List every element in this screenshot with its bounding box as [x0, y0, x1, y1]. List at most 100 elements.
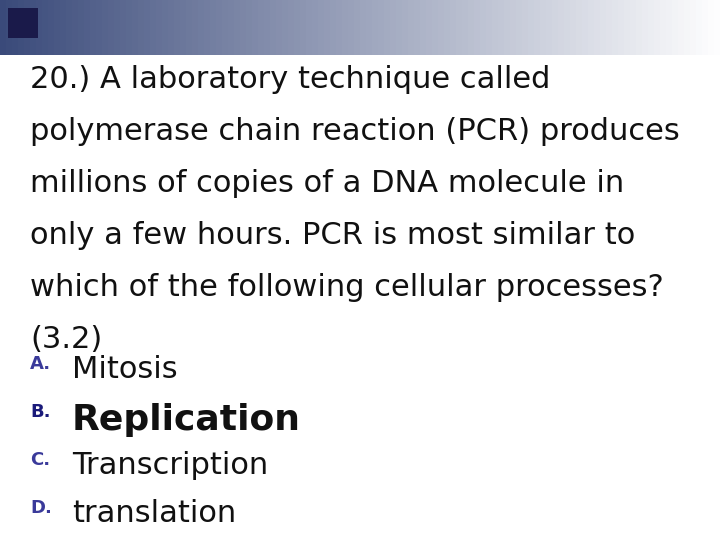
Text: only a few hours. PCR is most similar to: only a few hours. PCR is most similar to [30, 221, 635, 250]
Bar [114, 0, 120, 55]
Bar [684, 0, 690, 55]
Text: Mitosis: Mitosis [72, 355, 178, 384]
Bar [618, 0, 624, 55]
Bar [294, 0, 300, 55]
Bar [630, 0, 636, 55]
Bar [0, 0, 6, 55]
Bar [150, 0, 156, 55]
Bar [414, 0, 420, 55]
Bar [156, 0, 162, 55]
Bar [456, 0, 462, 55]
Bar [432, 0, 438, 55]
Bar [174, 0, 180, 55]
Text: (3.2): (3.2) [30, 325, 102, 354]
Bar [246, 0, 252, 55]
Bar [312, 0, 318, 55]
Bar [438, 0, 444, 55]
Bar [12, 0, 18, 55]
Bar [300, 0, 306, 55]
Bar [690, 0, 696, 55]
Bar [666, 0, 672, 55]
Bar [546, 0, 552, 55]
Bar [522, 0, 528, 55]
Bar [600, 0, 606, 55]
Bar [24, 0, 30, 55]
Bar [234, 0, 240, 55]
Bar [492, 0, 498, 55]
Bar [372, 0, 378, 55]
Bar [108, 0, 114, 55]
Bar [186, 0, 192, 55]
Bar [582, 0, 588, 55]
Bar [210, 0, 216, 55]
Bar [570, 0, 576, 55]
Bar [360, 0, 366, 55]
Bar [672, 0, 678, 55]
Bar [192, 0, 198, 55]
Bar [540, 0, 546, 55]
Bar [402, 0, 408, 55]
Bar [126, 0, 132, 55]
Bar [144, 0, 150, 55]
Bar [660, 0, 666, 55]
Bar [654, 0, 660, 55]
Bar [318, 0, 324, 55]
Bar [624, 0, 630, 55]
Bar [408, 0, 414, 55]
Bar [228, 0, 234, 55]
Bar [396, 0, 402, 55]
Bar [72, 0, 78, 55]
Bar [6, 0, 12, 55]
Bar [258, 0, 264, 55]
Bar [444, 0, 450, 55]
Bar [198, 0, 204, 55]
Text: polymerase chain reaction (PCR) produces: polymerase chain reaction (PCR) produces [30, 117, 680, 146]
Bar [612, 0, 618, 55]
Bar [390, 0, 396, 55]
Bar [348, 0, 354, 55]
Bar [678, 0, 684, 55]
Bar [240, 0, 246, 55]
Bar [714, 0, 720, 55]
Bar [702, 0, 708, 55]
Bar [8, 8, 38, 38]
Bar [264, 0, 270, 55]
Bar [708, 0, 714, 55]
Bar [384, 0, 390, 55]
Text: translation: translation [72, 499, 236, 528]
Bar [648, 0, 654, 55]
Text: B.: B. [30, 403, 50, 421]
Text: millions of copies of a DNA molecule in: millions of copies of a DNA molecule in [30, 169, 624, 198]
Bar [564, 0, 570, 55]
Bar [366, 0, 372, 55]
Bar [84, 0, 90, 55]
Bar [420, 0, 426, 55]
Bar [54, 0, 60, 55]
Text: 20.) A laboratory technique called: 20.) A laboratory technique called [30, 65, 550, 94]
Bar [162, 0, 168, 55]
Bar [510, 0, 516, 55]
Bar [30, 0, 36, 55]
Bar [636, 0, 642, 55]
Bar [180, 0, 186, 55]
Bar [324, 0, 330, 55]
Bar [558, 0, 564, 55]
Text: which of the following cellular processes?: which of the following cellular processe… [30, 273, 664, 302]
Bar [168, 0, 174, 55]
Text: C.: C. [30, 451, 50, 469]
Bar [606, 0, 612, 55]
Bar [516, 0, 522, 55]
Bar [426, 0, 432, 55]
Bar [138, 0, 144, 55]
Bar [36, 0, 42, 55]
Bar [498, 0, 504, 55]
Bar [480, 0, 486, 55]
Bar [48, 0, 54, 55]
Bar [474, 0, 480, 55]
Bar [288, 0, 294, 55]
Bar [336, 0, 342, 55]
Bar [378, 0, 384, 55]
Text: A.: A. [30, 355, 51, 373]
Text: Replication: Replication [72, 403, 301, 437]
Bar [66, 0, 72, 55]
